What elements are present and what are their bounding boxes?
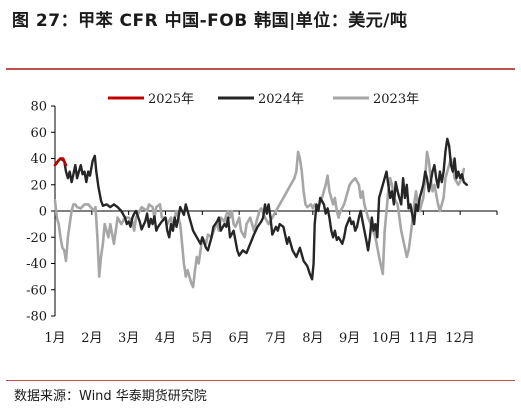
x-tick-label: 5月 (192, 331, 213, 346)
y-tick-label: -40 (26, 257, 47, 272)
x-tick-label: 4月 (155, 331, 176, 346)
y-tick-label: -80 (26, 310, 47, 325)
y-tick-label: 40 (30, 152, 47, 167)
y-tick-label: 0 (39, 205, 47, 220)
legend-label: 2024年 (258, 92, 304, 107)
x-tick-label: 9月 (339, 331, 360, 346)
y-tick-label: 60 (30, 126, 47, 141)
x-tick-label: 3月 (118, 331, 139, 346)
series-line-2024 (53, 137, 468, 281)
legend-label: 2025年 (148, 92, 194, 107)
x-tick-label: 7月 (265, 331, 286, 346)
y-axis: 80 60 40 20 0 -20 -40 -60 -80 (26, 100, 56, 325)
x-tick-label: 1月 (44, 331, 65, 346)
top-rule (6, 68, 515, 70)
source-note: 数据来源：Wind 华泰期货研究院 (14, 389, 207, 404)
bottom-rule (6, 380, 515, 381)
series-layer (53, 137, 468, 289)
legend-label: 2023年 (373, 92, 419, 107)
legend: 2025年 2024年 2023年 (108, 92, 419, 107)
x-tick-label: 8月 (302, 331, 323, 346)
series-line-2025 (53, 157, 68, 167)
x-tick-label: 10月 (372, 331, 402, 346)
chart-title: 图 27：甲苯 CFR 中国-FOB 韩国|单位：美元/吨 (12, 11, 408, 31)
series-line-2023 (53, 150, 466, 289)
y-tick-label: 80 (30, 100, 47, 115)
x-tick-label: 11月 (409, 331, 439, 346)
line-chart: 80 60 40 20 0 -20 -40 -60 -80 1月 2月 3月 4月 5月 6月 7月 8月 9月… (26, 92, 498, 346)
x-tick-label: 2月 (81, 331, 102, 346)
y-tick-label: -60 (26, 283, 47, 298)
y-tick-label: -20 (26, 231, 47, 246)
x-tick-label: 12月 (445, 331, 475, 346)
y-tick-label: 20 (30, 178, 47, 193)
x-tick-label: 6月 (229, 331, 250, 346)
